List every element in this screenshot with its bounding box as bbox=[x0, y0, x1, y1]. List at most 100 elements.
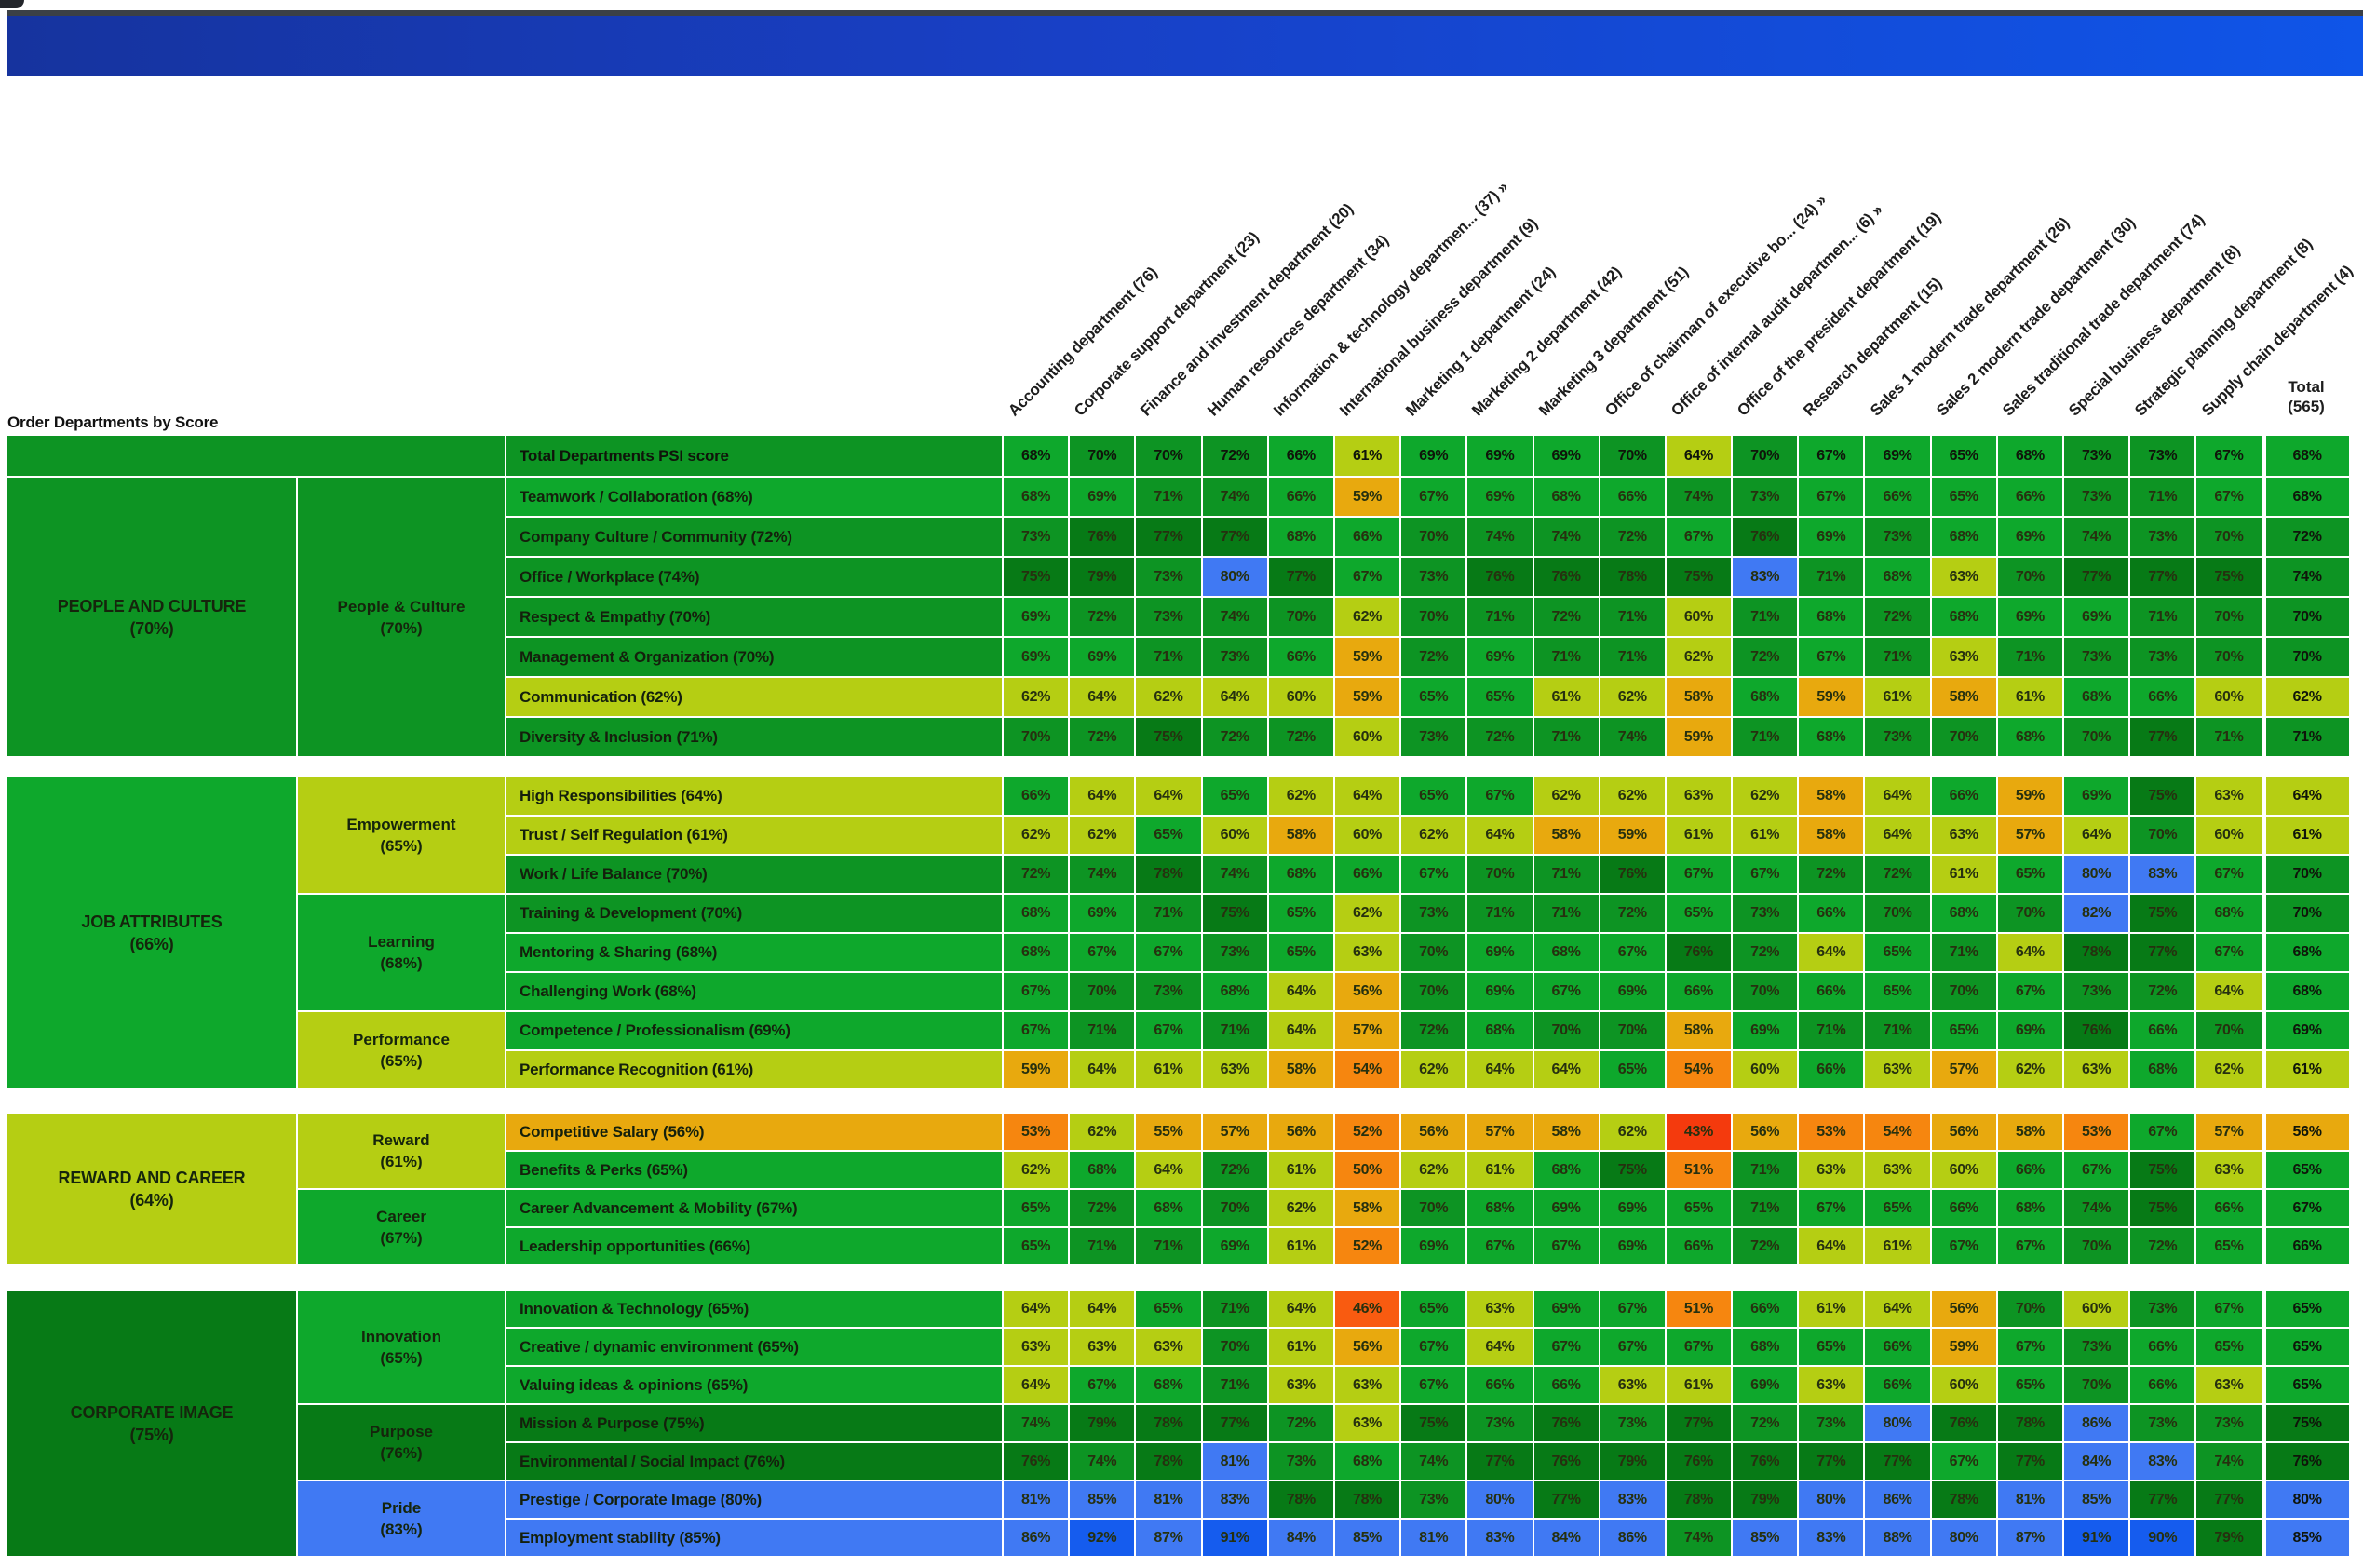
heatmap-cell[interactable]: 74% bbox=[2196, 1443, 2262, 1480]
heatmap-cell[interactable]: 69% bbox=[1070, 478, 1135, 516]
heatmap-cell[interactable]: 69% bbox=[1799, 518, 1864, 556]
heatmap-cell[interactable]: 67% bbox=[1799, 478, 1864, 516]
heatmap-cell[interactable]: 73% bbox=[2064, 973, 2129, 1010]
heatmap-cell[interactable]: 71% bbox=[1533, 718, 1599, 756]
heatmap-cell[interactable]: 63% bbox=[2196, 1367, 2262, 1403]
heatmap-cell[interactable]: 69% bbox=[1004, 598, 1069, 636]
heatmap-cell[interactable]: 74% bbox=[1202, 856, 1267, 893]
heatmap-cell[interactable]: 74% bbox=[1467, 518, 1533, 556]
heatmap-cell[interactable]: 70% bbox=[1533, 1012, 1599, 1049]
row-label[interactable]: Training & Development (70%) bbox=[506, 895, 1002, 932]
heatmap-cell[interactable]: 61% bbox=[1268, 1152, 1333, 1188]
heatmap-cell[interactable]: 66% bbox=[2130, 1367, 2195, 1403]
heatmap-cell[interactable]: 78% bbox=[2064, 934, 2129, 971]
heatmap-cell[interactable]: 88% bbox=[1865, 1520, 1930, 1556]
heatmap-cell[interactable]: 52% bbox=[1334, 1228, 1400, 1264]
heatmap-cell[interactable]: 64% bbox=[1268, 973, 1333, 1010]
heatmap-cell[interactable]: 71% bbox=[1533, 856, 1599, 893]
heatmap-cell[interactable]: 70% bbox=[1401, 973, 1466, 1010]
heatmap-cell[interactable]: 68% bbox=[2196, 895, 2262, 932]
heatmap-cell[interactable]: 56% bbox=[1401, 1114, 1466, 1150]
heatmap-cell[interactable]: 67% bbox=[1533, 1329, 1599, 1365]
heatmap-cell[interactable]: 61% bbox=[1268, 1228, 1333, 1264]
heatmap-cell[interactable]: 67% bbox=[2130, 1114, 2195, 1150]
heatmap-cell[interactable]: 72% bbox=[1865, 856, 1930, 893]
heatmap-cell[interactable]: 64% bbox=[1136, 1152, 1201, 1188]
heatmap-cell[interactable]: 74% bbox=[2064, 1190, 2129, 1226]
heatmap-cell[interactable]: 71% bbox=[1600, 638, 1665, 676]
subgroup-cell[interactable]: Innovation (65%) bbox=[298, 1291, 505, 1403]
heatmap-cell[interactable]: 57% bbox=[1334, 1012, 1400, 1049]
subgroup-cell[interactable]: Performance (65%) bbox=[298, 1012, 505, 1088]
heatmap-cell[interactable]: 59% bbox=[1334, 678, 1400, 716]
heatmap-cell[interactable]: 73% bbox=[2064, 478, 2129, 516]
heatmap-cell[interactable]: 83% bbox=[2130, 1443, 2195, 1480]
heatmap-cell[interactable]: 67% bbox=[2262, 1190, 2349, 1226]
heatmap-cell[interactable]: 75% bbox=[2130, 777, 2195, 815]
heatmap-cell[interactable]: 63% bbox=[1799, 1152, 1864, 1188]
heatmap-cell[interactable]: 75% bbox=[1401, 1405, 1466, 1441]
heatmap-cell[interactable]: 66% bbox=[1268, 478, 1333, 516]
heatmap-cell[interactable]: 72% bbox=[1070, 1190, 1135, 1226]
heatmap-cell[interactable]: 61% bbox=[1931, 856, 1996, 893]
row-label[interactable]: Office / Workplace (74%) bbox=[506, 558, 1002, 596]
row-label[interactable]: Prestige / Corporate Image (80%) bbox=[506, 1481, 1002, 1518]
heatmap-cell[interactable]: 74% bbox=[1004, 1405, 1069, 1441]
heatmap-cell[interactable]: 57% bbox=[1997, 817, 2062, 854]
heatmap-cell[interactable]: 68% bbox=[1799, 718, 1864, 756]
heatmap-cell[interactable]: 56% bbox=[2262, 1114, 2349, 1150]
heatmap-cell[interactable]: 69% bbox=[1401, 1228, 1466, 1264]
heatmap-cell[interactable]: 66% bbox=[2130, 1012, 2195, 1049]
heatmap-cell[interactable]: 76% bbox=[1666, 1443, 1732, 1480]
heatmap-cell[interactable]: 70% bbox=[1401, 518, 1466, 556]
heatmap-cell[interactable]: 72% bbox=[1733, 638, 1798, 676]
heatmap-cell[interactable]: 68% bbox=[1533, 934, 1599, 971]
heatmap-cell[interactable]: 69% bbox=[1467, 934, 1533, 971]
heatmap-cell[interactable]: 71% bbox=[1733, 1190, 1798, 1226]
heatmap-cell[interactable]: 63% bbox=[1600, 1367, 1665, 1403]
heatmap-cell[interactable]: 80% bbox=[1467, 1481, 1533, 1518]
heatmap-cell[interactable]: 67% bbox=[1997, 973, 2062, 1010]
subgroup-cell[interactable]: Career (67%) bbox=[298, 1190, 505, 1264]
heatmap-cell[interactable]: 63% bbox=[1865, 1152, 1930, 1188]
heatmap-cell[interactable]: 64% bbox=[2262, 777, 2349, 815]
heatmap-cell[interactable]: 64% bbox=[1070, 1051, 1135, 1088]
heatmap-cell[interactable]: 74% bbox=[1202, 478, 1267, 516]
heatmap-cell[interactable]: 62% bbox=[2262, 678, 2349, 716]
heatmap-cell[interactable]: 62% bbox=[1600, 777, 1665, 815]
heatmap-cell[interactable]: 76% bbox=[1004, 1443, 1069, 1480]
heatmap-cell[interactable]: 62% bbox=[1600, 1114, 1665, 1150]
heatmap-cell[interactable]: 67% bbox=[1799, 1190, 1864, 1226]
heatmap-cell[interactable]: 64% bbox=[1070, 678, 1135, 716]
heatmap-cell[interactable]: 67% bbox=[1004, 973, 1069, 1010]
heatmap-cell[interactable]: 69% bbox=[1997, 1012, 2062, 1049]
heatmap-cell[interactable]: 71% bbox=[1202, 1367, 1267, 1403]
heatmap-cell[interactable]: 62% bbox=[1268, 1190, 1333, 1226]
heatmap-cell[interactable]: 73% bbox=[1733, 895, 1798, 932]
heatmap-cell[interactable]: 66% bbox=[1533, 1367, 1599, 1403]
heatmap-cell[interactable]: 56% bbox=[1931, 1291, 1996, 1327]
heatmap-cell[interactable]: 66% bbox=[1334, 856, 1400, 893]
heatmap-cell[interactable]: 77% bbox=[2130, 718, 2195, 756]
heatmap-cell[interactable]: 73% bbox=[1136, 558, 1201, 596]
heatmap-cell[interactable]: 85% bbox=[2262, 1520, 2349, 1556]
heatmap-cell[interactable]: 78% bbox=[1666, 1481, 1732, 1518]
heatmap-cell[interactable]: 69% bbox=[2262, 1012, 2349, 1049]
heatmap-cell[interactable]: 58% bbox=[1666, 1012, 1732, 1049]
heatmap-cell[interactable]: 64% bbox=[1799, 934, 1864, 971]
row-label[interactable]: Competitive Salary (56%) bbox=[506, 1114, 1002, 1150]
heatmap-cell[interactable]: 68% bbox=[1004, 934, 1069, 971]
heatmap-cell[interactable]: 92% bbox=[1070, 1520, 1135, 1556]
heatmap-cell[interactable]: 70% bbox=[1931, 973, 1996, 1010]
total-row-spacer[interactable] bbox=[7, 436, 505, 476]
heatmap-cell[interactable]: 72% bbox=[1202, 436, 1267, 476]
heatmap-cell[interactable]: 63% bbox=[1004, 1329, 1069, 1365]
heatmap-cell[interactable]: 68% bbox=[2064, 678, 2129, 716]
heatmap-cell[interactable]: 80% bbox=[1865, 1405, 1930, 1441]
heatmap-cell[interactable]: 68% bbox=[2262, 934, 2349, 971]
heatmap-cell[interactable]: 61% bbox=[1799, 1291, 1864, 1327]
heatmap-cell[interactable]: 60% bbox=[2196, 678, 2262, 716]
heatmap-cell[interactable]: 64% bbox=[1467, 1051, 1533, 1088]
heatmap-cell[interactable]: 58% bbox=[1799, 817, 1864, 854]
heatmap-cell[interactable]: 78% bbox=[1600, 558, 1665, 596]
